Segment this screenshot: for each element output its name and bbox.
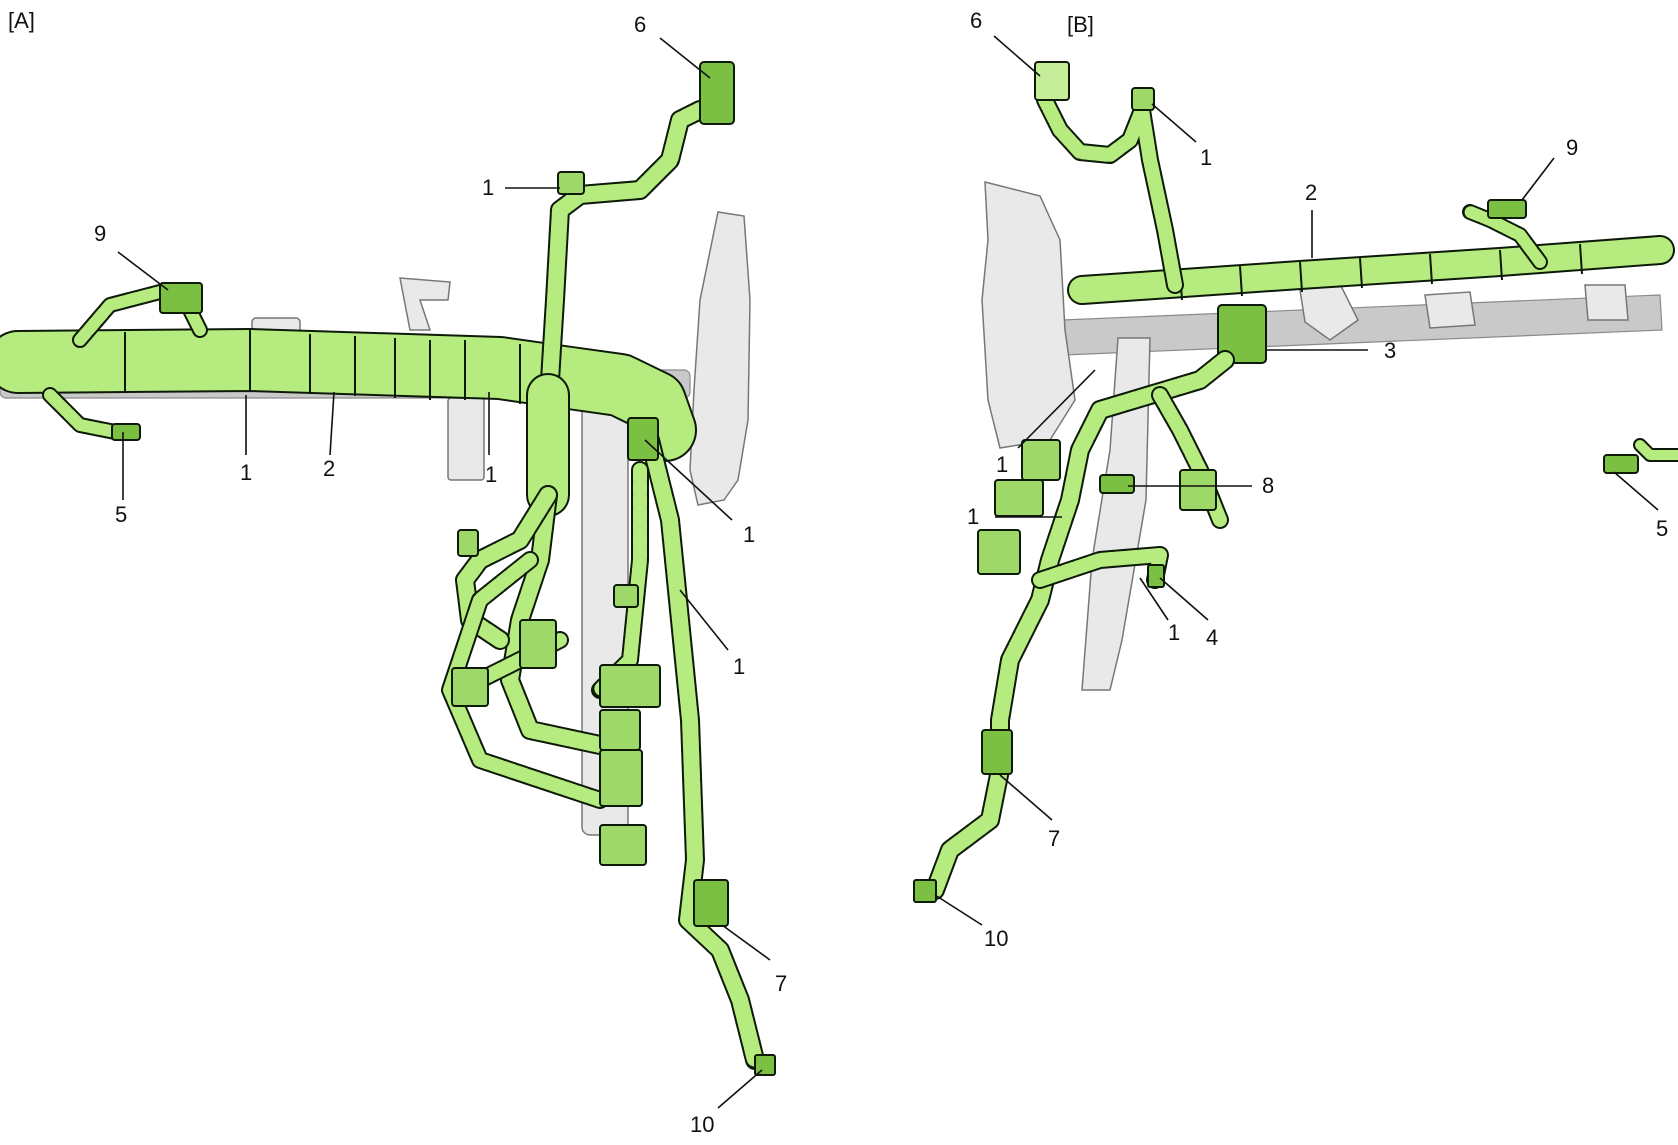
clip-1-upper-b [1131, 87, 1155, 111]
left-branch-5-a [44, 389, 121, 438]
callouts-b: 6 1 9 2 3 1 8 1 1 4 5 7 10 [967, 8, 1668, 951]
panel-a-tag: [A] [8, 8, 35, 33]
connector-3-b [1217, 304, 1267, 364]
connector-5-a [111, 423, 141, 441]
panel-b-tag: [B] [1067, 12, 1094, 37]
callout-a-9: 9 [94, 221, 106, 246]
connector-9-b [1487, 199, 1527, 219]
lower-bracket-a [447, 397, 485, 481]
steering-bracket-plate-a [689, 211, 751, 506]
panel-b: [B] [913, 8, 1678, 951]
leader-lines-a [117, 37, 771, 1109]
callout-b-4: 4 [1206, 625, 1218, 650]
connector-7-a [693, 879, 729, 927]
panel-a: [A] [0, 8, 787, 1137]
callout-a-5: 5 [115, 502, 127, 527]
callout-b-10: 10 [984, 926, 1008, 951]
clip-10-a [754, 1054, 776, 1076]
upper-branch-b [1038, 93, 1182, 292]
callout-b-5: 5 [1656, 516, 1668, 541]
connectors-cluster-a [451, 417, 661, 866]
callout-b-3: 3 [1384, 338, 1396, 363]
branch-to-9-b [1464, 206, 1546, 268]
small-bracket-a-1 [399, 277, 451, 331]
leader-lines-b [934, 35, 1659, 926]
callout-b-6: 6 [970, 8, 982, 33]
clip-4-b [1147, 564, 1165, 588]
connector-7-b [981, 729, 1013, 775]
callout-b-1-lower: 1 [1168, 620, 1180, 645]
callout-a-1-bracket: 1 [485, 462, 497, 487]
trunk-tape-bands-a [124, 330, 521, 404]
small-bracket-b-2 [1424, 291, 1476, 329]
clip-10-b [913, 879, 937, 903]
callout-a-7: 7 [775, 971, 787, 996]
callout-b-7: 7 [1048, 826, 1060, 851]
lower-branches-b [925, 350, 1235, 900]
callout-a-1-right: 1 [743, 522, 755, 547]
callout-a-2: 2 [323, 456, 335, 481]
connector-9-a [159, 282, 203, 314]
connector-5-b [1603, 454, 1639, 474]
connector-8-b [1099, 474, 1135, 494]
callout-b-9: 9 [1566, 135, 1578, 160]
connector-6-b [1034, 61, 1070, 101]
callout-a-1-left: 1 [240, 460, 252, 485]
callout-a-1-upper: 1 [482, 175, 494, 200]
callout-b-2: 2 [1305, 180, 1317, 205]
callout-b-1-mid: 1 [967, 504, 979, 529]
callout-a-1-lower: 1 [733, 654, 745, 679]
connectors-cluster-b [977, 439, 1217, 588]
callout-a-6: 6 [634, 12, 646, 37]
callout-b-1-upper: 1 [1200, 145, 1212, 170]
small-bracket-b-3 [1584, 284, 1629, 321]
upper-branch-a [542, 102, 708, 388]
clip-1-upper-a [557, 171, 585, 195]
branch-to-7-and-10-a [642, 432, 763, 1068]
callout-b-1-bracket: 1 [996, 452, 1008, 477]
callout-a-10: 10 [690, 1112, 714, 1137]
crossbar-pipe-b [1061, 294, 1663, 356]
steering-bracket-b [981, 181, 1076, 449]
callouts-a: 1 2 1 1 5 9 6 1 1 7 10 [94, 12, 787, 1137]
connector-6-a [699, 61, 735, 125]
callout-b-8: 8 [1262, 473, 1274, 498]
